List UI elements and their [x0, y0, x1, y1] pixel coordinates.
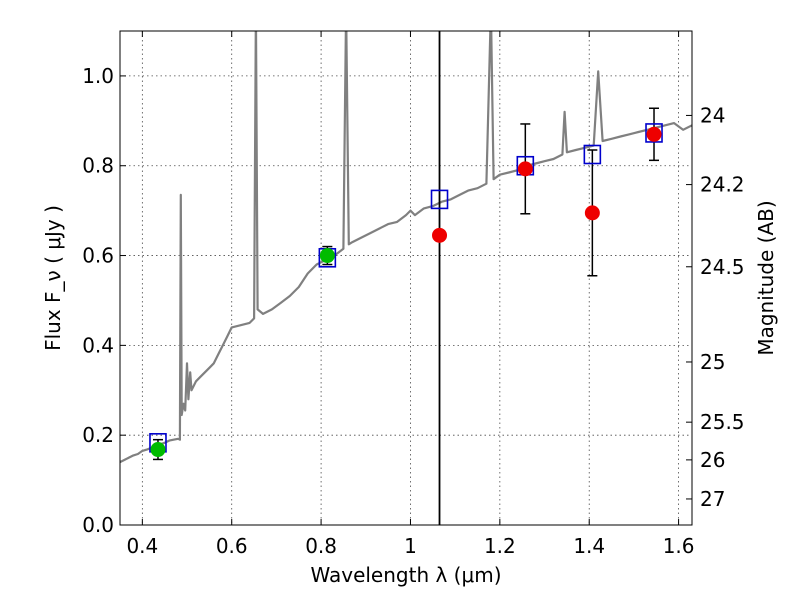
y2-tick-label: 24 — [700, 103, 725, 127]
x-axis-ticks: 0.4 0.6 0.8 1 1.2 1.4 1.6 — [126, 31, 695, 558]
x-tick-label: 0.8 — [305, 534, 337, 558]
y-tick-label: 0.6 — [82, 244, 114, 268]
y-tick-label: 0.2 — [82, 423, 114, 447]
y2-axis-ticks: 24 24.2 24.5 25 25.5 26 27 — [686, 103, 745, 511]
observed-flux-red-point — [646, 126, 662, 142]
x-tick-label: 1.6 — [663, 534, 695, 558]
model-flux-square — [430, 189, 449, 210]
x-tick-label: 1 — [404, 534, 417, 558]
observed-flux-red-point — [584, 205, 600, 221]
y-tick-label: 1.0 — [82, 64, 114, 88]
y2-tick-label: 25.5 — [700, 410, 745, 434]
observed-flux-green-point — [319, 248, 335, 264]
grid-lines — [120, 31, 692, 526]
x-tick-label: 1.2 — [484, 534, 516, 558]
y-axis-label: Flux F_ν ( μJy ) — [41, 205, 65, 351]
model-flux-square — [583, 144, 602, 165]
y-axis-ticks: 0.0 0.2 0.4 0.6 0.8 1.0 — [82, 64, 126, 537]
y2-tick-label: 25 — [700, 350, 725, 374]
y2-tick-label: 26 — [700, 448, 725, 472]
observed-flux-red-point — [517, 161, 533, 177]
x-tick-label: 1.4 — [573, 534, 605, 558]
error-bars — [152, 107, 660, 461]
x-tick-label: 0.4 — [126, 534, 158, 558]
y-tick-label: 0.0 — [82, 513, 114, 537]
y2-tick-label: 24.5 — [700, 255, 745, 279]
x-tick-label: 0.6 — [216, 534, 248, 558]
x-axis-label: Wavelength λ (μm) — [310, 563, 501, 587]
observed-flux-green-point — [150, 442, 166, 458]
spectrum-layer — [120, 31, 692, 464]
data-markers — [149, 123, 663, 458]
y-tick-label: 0.4 — [82, 333, 114, 357]
y2-tick-label: 27 — [700, 487, 725, 511]
y2-axis-label: Magnitude (AB) — [754, 200, 778, 355]
model-flux-square — [645, 123, 663, 143]
plot-frame — [119, 30, 693, 526]
observed-flux-red-point — [432, 227, 448, 243]
spectrum-line — [120, 31, 692, 464]
y2-tick-label: 24.2 — [700, 173, 745, 197]
y-tick-label: 0.8 — [82, 154, 114, 178]
